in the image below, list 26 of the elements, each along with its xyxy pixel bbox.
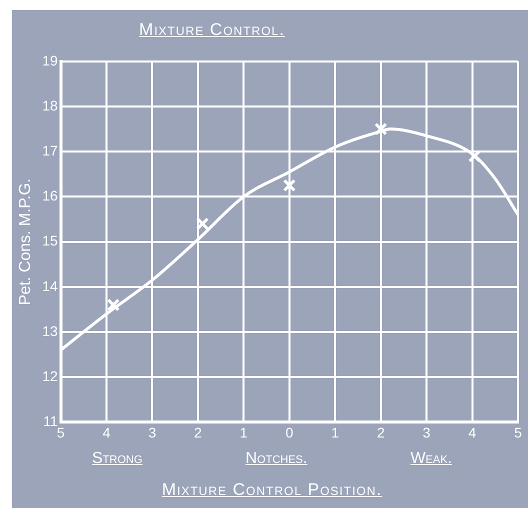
x-tick-label: 4 [468, 424, 476, 440]
y-tick-label: 16 [42, 188, 58, 204]
text: Strong [92, 450, 142, 468]
chart-title: Mixture Control. [138, 20, 286, 40]
y-tick-label: 15 [42, 232, 58, 249]
y-tick-label: 14 [42, 278, 58, 294]
x-tick-label: 2 [376, 424, 385, 440]
x-tick-label: 1 [331, 424, 340, 440]
x-tick-label: 3 [148, 424, 156, 440]
text: Weak. [410, 450, 452, 468]
x-tick-label: 1 [240, 424, 248, 440]
x-tick-label: 5 [514, 424, 522, 440]
x-tick-label: 0 [285, 424, 294, 440]
y-tick-label: 18 [42, 97, 58, 114]
x-tick-label: 3 [422, 424, 431, 440]
x-tick-label: 4 [102, 424, 111, 440]
x-tick-label: 5 [56, 424, 65, 440]
x-axis-title: Mixture Control Position. [160, 480, 384, 500]
y-tick-label: 11 [43, 413, 58, 430]
y-tick-label: 19 [42, 52, 58, 68]
y-tick-label: 13 [42, 322, 58, 339]
x-tick-label: 2 [194, 424, 202, 440]
y-axis-title: Pet. Cons. M.P.G. [17, 178, 34, 306]
y-tick-label: 12 [42, 368, 58, 384]
text: Notches. [246, 450, 308, 468]
y-tick-label: 17 [42, 142, 58, 158]
